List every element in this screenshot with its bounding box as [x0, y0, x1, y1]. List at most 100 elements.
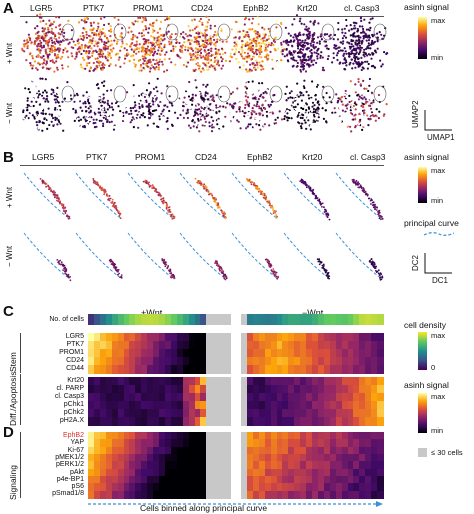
umap-scatter-panel — [74, 16, 129, 73]
principal-curve-label: principal curve — [404, 218, 459, 228]
gene-label: LGR5 — [65, 333, 84, 340]
row-label-minus-wnt-a: − Wnt — [5, 102, 14, 124]
umap-axes-icon — [424, 110, 452, 131]
umap-scatter-panel — [333, 77, 390, 133]
diffmap-scatter-panel — [23, 172, 71, 220]
stem-heatmap-minus-wnt — [241, 333, 384, 374]
diffmap-scatter-panel — [335, 172, 384, 221]
stem-heatmap-plus-wnt — [88, 333, 231, 374]
umap-scatter-panel — [281, 79, 337, 133]
gene-label: YAP — [70, 439, 85, 447]
diffmap-scatter-panel — [231, 172, 279, 220]
gene-label: pS6 — [71, 483, 84, 491]
gene-label: pH2A.X — [59, 417, 84, 424]
density-legend-min: 0 — [431, 363, 436, 372]
col-label-b-lgr5: LGR5 — [32, 152, 55, 162]
diffmap-scatter-panel — [283, 232, 331, 280]
diffmap-scatter-panel — [179, 232, 228, 281]
panel-a-colorbar — [418, 17, 427, 59]
principal-curve-arrow — [88, 501, 383, 507]
signal-legend-max-c: max — [431, 392, 446, 401]
umap-scatter-panel — [230, 16, 286, 73]
header-plus-wnt: +Wnt — [141, 308, 163, 318]
stem-bracket — [20, 333, 21, 373]
diffmap-scatter-panel — [231, 232, 280, 280]
density-colorbar — [418, 332, 427, 370]
gray-bin-note: ≤ 30 cells — [431, 448, 463, 457]
gene-label: pMEK1/2 — [55, 453, 84, 461]
panel-b-legend-min: min — [431, 196, 444, 205]
diffmap-scatter-panel — [179, 172, 227, 220]
panel-a-legend-title: asinh signal — [404, 2, 449, 12]
panel-label-c: C — [3, 303, 14, 320]
gene-label: p4e-BP1 — [56, 475, 84, 483]
panel-a-legend-min: min — [431, 53, 444, 62]
col-label-casp3: cl. Casp3 — [344, 3, 380, 13]
panel-a-legend-max: max — [431, 16, 446, 25]
col-label-b-ephb2: EphB2 — [247, 152, 273, 162]
panel-b-top-rule — [20, 165, 384, 166]
stem-gene-labels: LGR5 PTK7 PROM1 CD24 CD44 — [28, 333, 84, 373]
gene-label: PTK7 — [66, 341, 84, 348]
panel-b-axis-x: DC1 — [432, 276, 449, 285]
x-axis-caption: Cells binned along principal curve — [140, 503, 268, 513]
group-label-diff-apoptosis: Diff./Apoptosis — [8, 371, 18, 426]
umap-scatter-panel — [281, 14, 337, 73]
panel-a-top-rule — [20, 16, 384, 17]
header-minus-wnt: −Wnt — [302, 308, 324, 318]
umap-scatter-panel — [125, 77, 182, 133]
umap-plot-grid — [21, 13, 390, 133]
gene-label: pERK1/2 — [55, 461, 84, 469]
signal-colorbar-c — [418, 393, 427, 433]
panel-label-d: D — [3, 424, 14, 441]
umap-scatter-panel — [21, 13, 78, 73]
panel-a-axis-y: UMAP2 — [411, 100, 420, 128]
gene-label: EphB2 — [62, 432, 84, 439]
col-label-ptk7: PTK7 — [83, 3, 105, 13]
signal-legend-min-c: min — [431, 426, 444, 435]
umap-scatter-panel — [125, 16, 181, 73]
umap-scatter-panel — [229, 78, 286, 132]
signaling-gene-labels: EphB2 YAP Ki-67 pMEK1/2 pERK1/2 pAkt p4e-BP1 pS… — [28, 432, 84, 498]
panel-label-b: B — [3, 149, 14, 166]
panel-b-column-labels: LGR5 PTK7 PROM1 CD24 EphB2 Krt20 cl. Cas… — [0, 152, 474, 166]
diff-heatmap-minus-wnt — [241, 377, 384, 426]
gene-label: pAkt — [69, 468, 84, 476]
gene-label: pChk2 — [63, 409, 84, 416]
diffmap-scatter-panel — [23, 232, 72, 282]
group-label-signaling: Signaling — [8, 465, 18, 500]
diffmap-scatter-panel — [127, 232, 176, 280]
umap-scatter-panel — [73, 80, 130, 132]
diff-bracket — [20, 374, 21, 425]
gene-label: Krt20 — [67, 377, 84, 384]
panel-b-legend-max: max — [431, 166, 446, 175]
density-legend-title: cell density — [404, 320, 447, 330]
gene-label: PROM1 — [59, 349, 84, 356]
panel-label-a: A — [3, 0, 14, 17]
col-label-b-ptk7: PTK7 — [86, 152, 108, 162]
diffmap-scatter-panel — [75, 172, 123, 220]
gene-label: pSmad1/8 — [52, 490, 84, 498]
diffusion-map-grid — [23, 172, 384, 282]
gene-label: CD44 — [66, 365, 84, 372]
col-label-lgr5: LGR5 — [30, 3, 53, 13]
umap-scatter-panel — [21, 77, 76, 132]
panel-a-column-labels: LGR5 PTK7 PROM1 CD24 EphB2 Krt20 cl. Cas… — [0, 0, 474, 14]
diffmap-scatter-panel — [335, 232, 384, 281]
panel-b-axis-y: DC2 — [411, 254, 420, 271]
col-label-b-casp3: cl. Casp3 — [350, 152, 386, 162]
umap-scatter-panel — [179, 15, 232, 73]
diffmap-scatter-panel — [75, 232, 123, 280]
umap-scatter-panel — [333, 16, 389, 72]
signal-legend-title-c: asinh signal — [404, 380, 449, 390]
gene-label: cl. PARP — [56, 385, 85, 392]
col-label-b-prom1: PROM1 — [135, 152, 166, 162]
gene-label: Ki-67 — [67, 446, 84, 454]
group-label-stem: Stem — [8, 352, 18, 372]
gene-label: cl. Casp3 — [54, 393, 84, 400]
principal-curve-swatch — [423, 232, 455, 236]
col-label-krt20: Krt20 — [297, 3, 318, 13]
col-label-ephb2: EphB2 — [243, 3, 269, 13]
signaling-heatmap-plus-wnt — [88, 432, 231, 499]
umap-scatter-panel — [179, 77, 234, 133]
